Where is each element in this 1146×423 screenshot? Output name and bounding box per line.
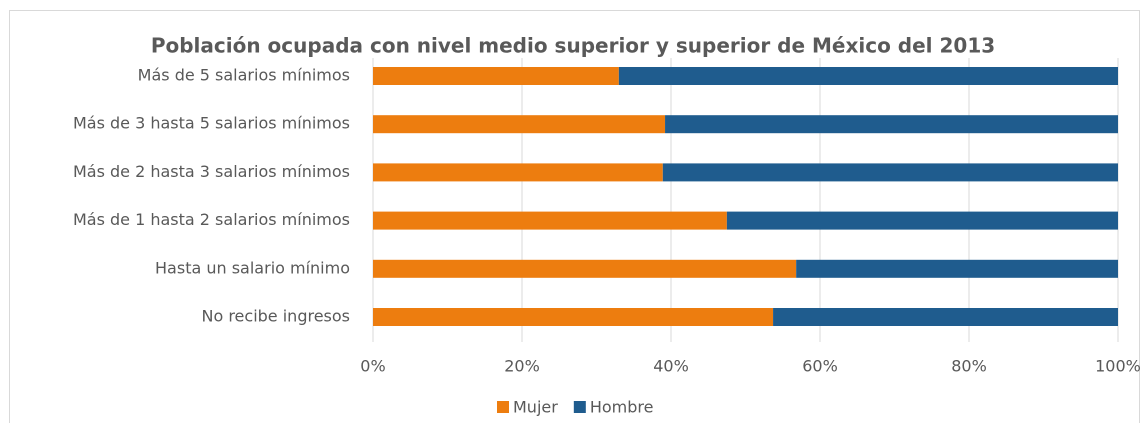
bar-segment — [773, 308, 1118, 326]
bar-segment — [796, 259, 1118, 278]
bar-segment — [373, 308, 774, 326]
chart-title: Población ocupada con nivel medio superi… — [151, 34, 995, 58]
legend-swatch — [497, 401, 509, 413]
legend-swatch — [573, 401, 586, 413]
x-tick-label: 40% — [653, 357, 689, 376]
legend-label: Mujer — [513, 398, 558, 417]
bar-segment — [373, 67, 619, 85]
chart-border — [9, 10, 1140, 423]
y-tick-label: No recibe ingresos — [201, 307, 350, 326]
y-tick-label: Hasta un salario mínimo — [155, 258, 350, 277]
bar-segment — [662, 163, 1118, 182]
x-tick-label: 0% — [360, 357, 385, 376]
x-tick-label: 80% — [951, 357, 987, 376]
bar-segment — [373, 163, 663, 182]
x-tick-label: 20% — [504, 357, 540, 376]
bar-segment — [373, 115, 666, 134]
legend-label: Hombre — [590, 398, 654, 417]
bar-segment — [618, 67, 1118, 85]
bar-segment — [373, 211, 727, 230]
y-tick-label: Más de 1 hasta 2 salarios mínimos — [73, 210, 350, 229]
bar-segment — [726, 211, 1118, 230]
y-tick-label: Más de 5 salarios mínimos — [138, 66, 350, 85]
y-tick-label: Más de 3 hasta 5 salarios mínimos — [73, 114, 350, 133]
x-tick-label: 60% — [802, 357, 838, 376]
y-tick-label: Más de 2 hasta 3 salarios mínimos — [73, 162, 350, 181]
bar-segment — [373, 259, 797, 278]
bar-segment — [665, 115, 1118, 134]
x-tick-label: 100% — [1095, 357, 1141, 376]
